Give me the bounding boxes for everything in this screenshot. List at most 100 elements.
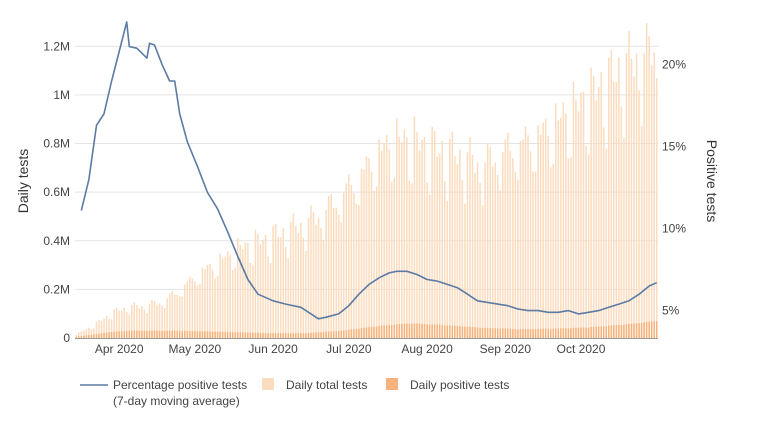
bar-daily-total-tests: [491, 166, 494, 338]
bar-daily-positive-tests: [325, 331, 327, 338]
bar-daily-positive-tests: [373, 326, 375, 338]
y2-tick-label: 10%: [662, 222, 686, 236]
bar-daily-positive-tests: [138, 330, 141, 338]
bar-daily-positive-tests: [368, 327, 370, 338]
bar-daily-total-tests: [141, 305, 143, 338]
bar-daily-positive-tests: [98, 333, 100, 338]
bar-daily-positive-tests: [385, 325, 388, 338]
bar-daily-total-tests: [648, 36, 650, 338]
bar-daily-total-tests: [161, 305, 163, 338]
bar-daily-positive-tests: [618, 324, 620, 338]
bar-daily-total-tests: [446, 200, 449, 338]
bar-daily-total-tests: [378, 138, 380, 338]
bar-daily-positive-tests: [252, 332, 254, 338]
bar-daily-positive-tests: [476, 327, 479, 338]
bar-daily-total-tests: [585, 145, 587, 338]
bar-daily-positive-tests: [590, 327, 592, 338]
bar-daily-positive-tests: [358, 328, 360, 338]
bar-daily-positive-tests: [549, 328, 552, 338]
bar-daily-positive-tests: [438, 324, 441, 338]
bar-daily-total-tests: [441, 141, 443, 338]
bar-daily-total-tests: [630, 58, 633, 338]
bar-daily-positive-tests: [655, 321, 658, 338]
bar-daily-positive-tests: [471, 326, 474, 338]
bar-daily-positive-tests: [474, 327, 476, 338]
bar-daily-total-tests: [370, 171, 373, 338]
bar-daily-positive-tests: [595, 326, 597, 338]
bar-daily-positive-tests: [441, 325, 443, 338]
bar-daily-positive-tests: [302, 333, 305, 338]
bar-daily-total-tests: [98, 320, 100, 338]
bar-daily-total-tests: [411, 183, 413, 338]
bar-daily-total-tests: [358, 205, 360, 338]
bar-daily-total-tests: [158, 303, 161, 338]
bar-daily-positive-tests: [615, 325, 618, 338]
bar-daily-positive-tests: [123, 331, 125, 338]
bar-daily-total-tests: [252, 264, 254, 338]
bar-daily-positive-tests: [416, 323, 418, 338]
bar-daily-total-tests: [615, 82, 618, 338]
bar-daily-positive-tests: [199, 331, 201, 338]
bar-daily-positive-tests: [486, 327, 489, 338]
bar-daily-total-tests: [479, 183, 481, 338]
bar-daily-total-tests: [592, 75, 595, 338]
bar-daily-total-tests: [254, 229, 257, 338]
bar-daily-total-tests: [618, 57, 620, 339]
bar-daily-positive-tests: [125, 330, 128, 338]
bar-daily-positive-tests: [290, 333, 292, 338]
bar-daily-total-tests: [133, 301, 136, 338]
bar-daily-positive-tests: [234, 332, 237, 338]
bar-daily-positive-tests: [335, 331, 337, 338]
bar-daily-total-tests: [610, 50, 613, 338]
bar-daily-total-tests: [476, 162, 479, 338]
bar-daily-positive-tests: [277, 333, 279, 338]
bar-daily-positive-tests: [247, 332, 249, 338]
bar-daily-positive-tests: [226, 331, 229, 338]
bar-daily-total-tests: [244, 242, 247, 338]
bar-daily-positive-tests: [456, 325, 459, 338]
bar-daily-total-tests: [211, 269, 214, 338]
bar-daily-positive-tests: [388, 324, 390, 338]
bar-daily-total-tests: [305, 250, 307, 338]
bar-daily-positive-tests: [534, 329, 537, 338]
bar-daily-positive-tests: [466, 326, 469, 338]
bar-daily-total-tests: [608, 57, 610, 339]
bar-daily-positive-tests: [491, 328, 494, 338]
bar-daily-total-tests: [224, 256, 226, 338]
bar-daily-total-tests: [168, 293, 171, 338]
bar-daily-total-tests: [539, 134, 542, 338]
bar-daily-total-tests: [628, 31, 630, 339]
bar-daily-total-tests: [635, 53, 638, 338]
bar-daily-positive-tests: [643, 322, 645, 338]
bar-daily-positive-tests: [408, 323, 411, 338]
bar-daily-positive-tests: [141, 330, 143, 338]
bar-daily-total-tests: [597, 87, 600, 338]
bar-daily-positive-tests: [585, 327, 587, 338]
bar-daily-positive-tests: [168, 330, 171, 338]
bar-daily-total-tests: [602, 127, 605, 338]
bar-daily-positive-tests: [411, 323, 413, 338]
bar-daily-total-tests: [249, 263, 252, 338]
bar-daily-positive-tests: [259, 332, 262, 338]
bar-daily-positive-tests: [406, 323, 408, 338]
bar-daily-total-tests: [363, 169, 365, 338]
bar-daily-positive-tests: [211, 331, 214, 338]
bar-daily-total-tests: [640, 126, 643, 338]
bar-daily-positive-tests: [529, 329, 532, 338]
bar-daily-positive-tests: [166, 330, 168, 338]
bar-daily-total-tests: [110, 319, 113, 338]
bar-daily-positive-tests: [555, 328, 557, 338]
bar-daily-positive-tests: [178, 331, 181, 338]
bar-daily-positive-tests: [204, 331, 206, 338]
bar-daily-positive-tests: [499, 328, 502, 338]
bar-daily-positive-tests: [201, 331, 204, 338]
bar-daily-total-tests: [113, 309, 115, 338]
bar-daily-positive-tests: [398, 323, 401, 338]
bar-daily-total-tests: [373, 190, 375, 338]
bar-daily-total-tests: [310, 205, 312, 338]
bar-daily-positive-tests: [380, 325, 383, 338]
bar-daily-total-tests: [567, 158, 570, 338]
bar-daily-total-tests: [337, 214, 340, 338]
bar-daily-total-tests: [443, 181, 446, 338]
y2-axis-title: Positive tests: [704, 140, 720, 222]
